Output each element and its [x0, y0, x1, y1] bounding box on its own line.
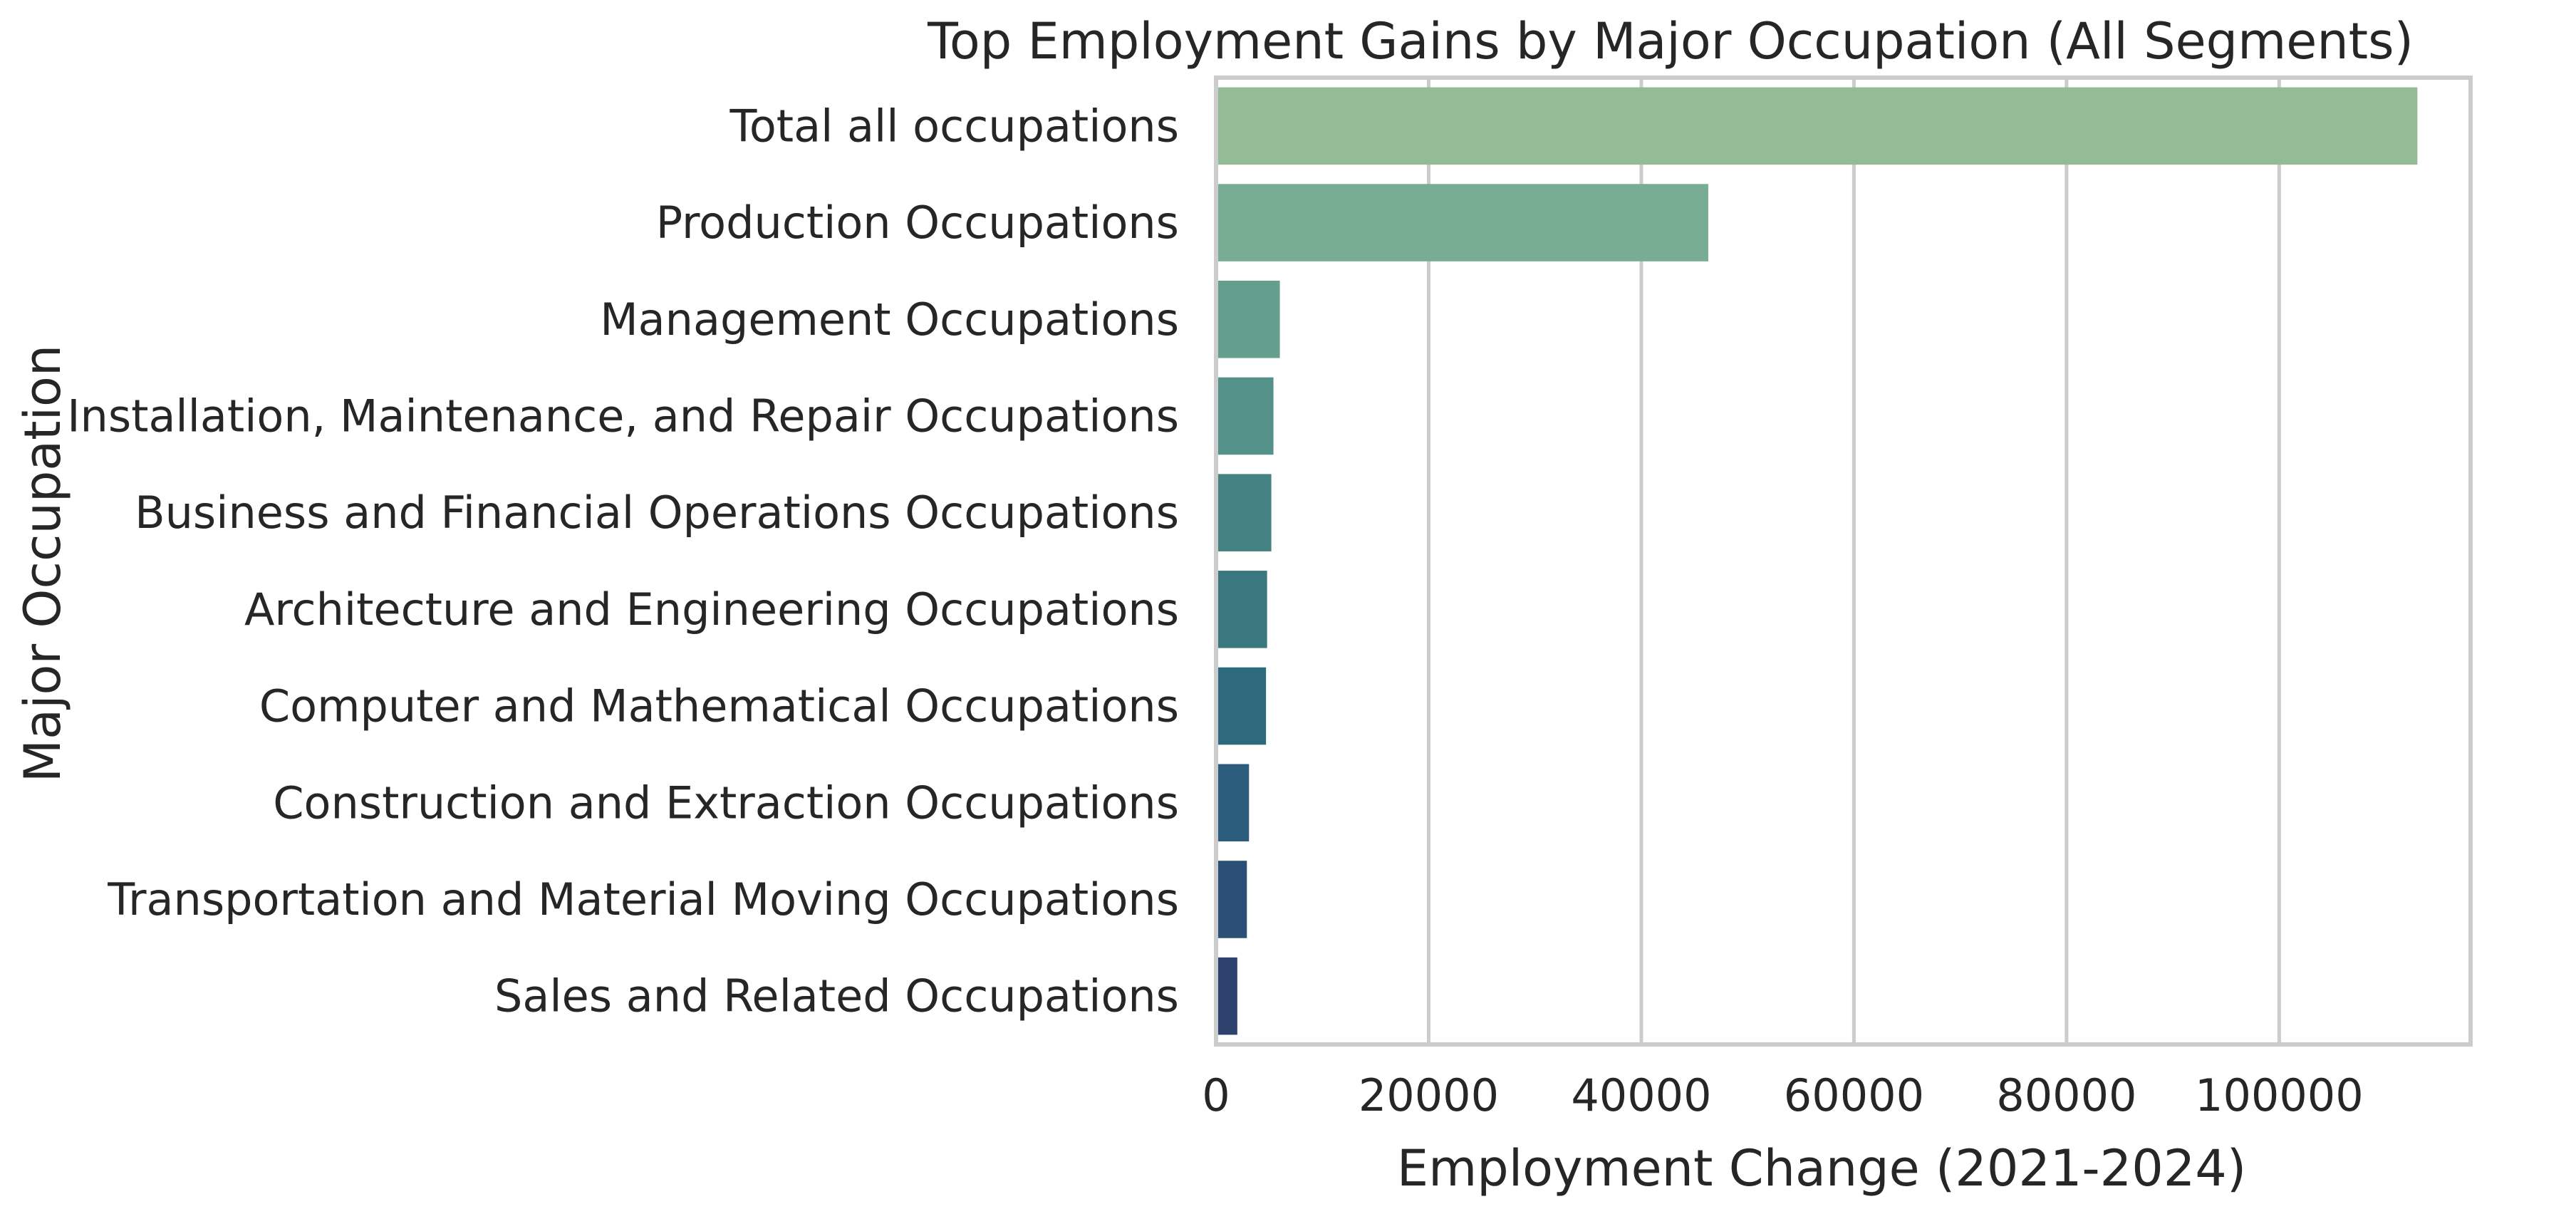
- category-label: Architecture and Engineering Occupations: [244, 583, 1179, 635]
- category-label: Sales and Related Occupations: [494, 970, 1179, 1022]
- category-label: Construction and Extraction Occupations: [273, 777, 1179, 829]
- x-tick-label: 100000: [2195, 1069, 2364, 1121]
- chart-title: Top Employment Gains by Major Occupation…: [927, 12, 2414, 71]
- plot-frame-border: [1214, 76, 2473, 1047]
- category-label: Business and Financial Operations Occupa…: [135, 487, 1179, 539]
- x-axis-title: Employment Change (2021-2024): [1397, 1139, 2246, 1198]
- y-axis-title: Major Occupation: [14, 345, 72, 782]
- bar: [1216, 87, 2418, 165]
- category-label: Production Occupations: [656, 197, 1179, 249]
- bars: [1216, 87, 2418, 1035]
- x-tick-labels: 0 20000 40000 60000 80000 100000: [1202, 1069, 2363, 1121]
- bar: [1216, 474, 1272, 551]
- category-label: Installation, Maintenance, and Repair Oc…: [67, 390, 1179, 442]
- x-tick-label: 20000: [1359, 1069, 1499, 1121]
- x-tick-label: 40000: [1571, 1069, 1711, 1121]
- category-label: Management Occupations: [600, 294, 1179, 346]
- bar: [1216, 764, 1250, 842]
- bar: [1216, 861, 1247, 938]
- plot-frame: [1214, 76, 2473, 1047]
- bar: [1216, 377, 1274, 455]
- x-tick-label: 0: [1202, 1069, 1230, 1121]
- category-label: Computer and Mathematical Occupations: [259, 680, 1179, 732]
- x-tick-label: 60000: [1784, 1069, 1924, 1121]
- category-label: Transportation and Material Moving Occup…: [107, 873, 1179, 925]
- category-labels: Total all occupations Production Occupati…: [67, 100, 1179, 1022]
- bar: [1216, 667, 1267, 745]
- bar: [1216, 571, 1267, 648]
- bar: [1216, 184, 1708, 261]
- bar: [1216, 957, 1237, 1035]
- bar: [1216, 280, 1280, 358]
- category-label: Total all occupations: [729, 100, 1179, 152]
- x-tick-label: 80000: [1996, 1069, 2136, 1121]
